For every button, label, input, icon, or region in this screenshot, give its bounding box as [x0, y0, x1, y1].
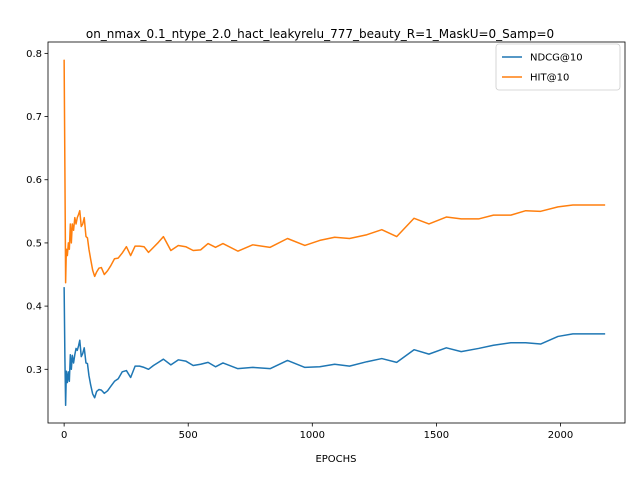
plot-frame [47, 41, 626, 424]
x-tick-label: 500 [179, 430, 198, 441]
series-line-ndcg [63, 287, 606, 407]
x-tick-label: 2000 [548, 430, 573, 441]
legend: NDCG@10 HIT@10 [495, 43, 621, 91]
y-tick-label: 0.6 [26, 175, 42, 186]
plot-area [47, 41, 626, 424]
x-tick-label: 1000 [300, 430, 325, 441]
x-axis-label: EPOCHS [315, 454, 356, 465]
x-tick-label: 0 [61, 430, 67, 441]
y-tick-label: 0.4 [26, 302, 42, 313]
chart-title: on_nmax_0.1_ntype_2.0_hact_leakyrelu_777… [86, 27, 554, 41]
series-lines [63, 59, 606, 407]
y-tick-label: 0.8 [26, 49, 42, 60]
legend-box [495, 43, 621, 91]
x-tick-label: 1500 [424, 430, 449, 441]
series-line-hit [63, 59, 606, 284]
y-tick-label: 0.3 [26, 365, 42, 376]
x-axis: 0 500 1000 1500 2000 [61, 423, 573, 441]
legend-entry: HIT@10 [530, 73, 569, 84]
y-tick-label: 0.5 [26, 238, 42, 249]
y-tick-label: 0.7 [26, 112, 42, 123]
legend-entry: NDCG@10 [530, 53, 583, 64]
y-axis: 0.3 0.4 0.5 0.6 0.7 0.8 [26, 49, 48, 376]
